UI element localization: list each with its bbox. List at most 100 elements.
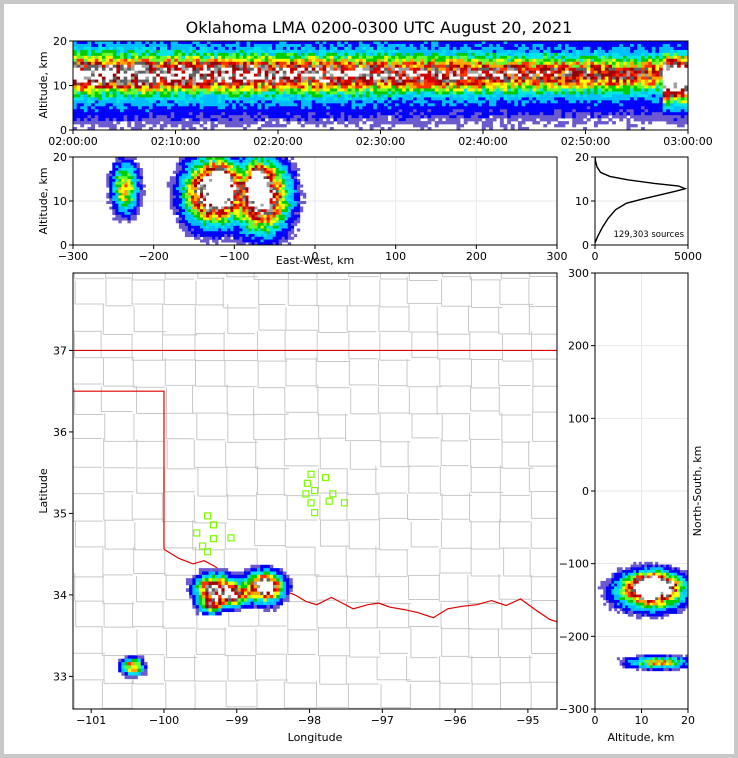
time-altitude-cell (420, 91, 425, 95)
time-altitude-cell (626, 73, 631, 77)
time-altitude-cell (199, 73, 204, 77)
time-altitude-cell (568, 103, 573, 107)
time-altitude-cell (221, 82, 226, 86)
time-altitude-cell (517, 103, 522, 107)
time-altitude-cell (575, 52, 580, 57)
time-altitude-cell (575, 43, 580, 48)
time-altitude-cell (651, 94, 656, 98)
time-altitude-cell (510, 41, 515, 45)
time-altitude-cell (586, 88, 591, 92)
time-altitude-cell (648, 94, 653, 98)
time-altitude-cell (308, 41, 313, 45)
time-altitude-cell (640, 85, 645, 89)
time-altitude-cell (416, 103, 421, 107)
time-altitude-cell (217, 115, 222, 119)
time-altitude-cell (141, 106, 146, 110)
time-altitude-cell (608, 100, 613, 104)
time-altitude-cell (489, 79, 493, 83)
time-altitude-cell (449, 70, 454, 74)
time-altitude-cell (615, 112, 620, 116)
time-altitude-cell (235, 124, 240, 128)
time-altitude-cell (655, 97, 660, 101)
time-altitude-cell (387, 67, 392, 71)
time-altitude-cell (163, 106, 168, 110)
time-altitude-cell (431, 91, 436, 95)
time-altitude-cell (579, 55, 584, 60)
time-altitude-cell (557, 43, 562, 48)
time-altitude-cell (640, 115, 645, 119)
time-altitude-cell (640, 46, 645, 51)
time-altitude-cell (268, 73, 273, 77)
time-altitude-cell (684, 49, 688, 54)
time-altitude-cell (76, 58, 81, 63)
time-altitude-cell (174, 124, 179, 128)
time-altitude-cell (525, 79, 530, 83)
time-altitude-cell (94, 55, 99, 60)
time-altitude-cell (423, 64, 428, 68)
time-altitude-cell (109, 115, 114, 119)
time-altitude-cell (221, 106, 226, 110)
time-altitude-cell (532, 85, 537, 89)
time-altitude-cell (138, 127, 143, 130)
time-altitude-cell (568, 94, 573, 98)
time-altitude-cell (261, 61, 266, 66)
time-altitude-cell (579, 82, 584, 86)
time-altitude-cell (257, 70, 262, 74)
time-altitude-cell (557, 46, 562, 51)
time-altitude-cell (394, 41, 399, 45)
time-altitude-cell (105, 49, 110, 54)
time-altitude-cell (112, 127, 117, 130)
time-altitude-cell (387, 73, 392, 77)
time-altitude-cell (557, 58, 562, 63)
time-altitude-cell (253, 58, 258, 63)
time-altitude-cell (300, 91, 305, 95)
time-altitude-cell (347, 46, 352, 51)
time-altitude-cell (138, 46, 143, 51)
time-altitude-cell (460, 88, 465, 92)
time-altitude-cell (163, 112, 168, 116)
time-altitude-cell (622, 64, 627, 68)
time-altitude-cell (282, 61, 287, 66)
time-altitude-cell (630, 64, 635, 68)
time-altitude-cell (380, 94, 385, 98)
time-altitude-cell (648, 46, 653, 51)
time-altitude-cell (304, 73, 309, 77)
time-altitude-cell (279, 70, 284, 74)
time-altitude-cell (228, 91, 233, 95)
time-altitude-cell (217, 94, 222, 98)
time-altitude-cell (434, 103, 439, 107)
time-altitude-cell (590, 88, 595, 92)
time-altitude-cell (470, 46, 475, 51)
time-altitude-cell (550, 41, 555, 45)
time-altitude-cell (221, 109, 226, 113)
time-altitude-cell (344, 112, 349, 116)
time-altitude-cell (282, 94, 287, 98)
ew-altitude-cell (127, 195, 131, 199)
ew-altitude-cell (133, 157, 137, 161)
time-altitude-cell (409, 91, 414, 95)
time-altitude-cell (217, 100, 222, 104)
time-altitude-cell (355, 124, 360, 128)
time-altitude-cell (405, 64, 410, 68)
ew-altitude-cell (127, 192, 131, 196)
time-altitude-cell (536, 100, 540, 104)
time-altitude-cell (452, 49, 457, 54)
time-altitude-cell (362, 41, 367, 45)
time-altitude-cell (257, 76, 262, 80)
time-altitude-cell (329, 94, 334, 98)
time-altitude-cell (478, 52, 483, 57)
time-altitude-cell (138, 70, 143, 74)
time-altitude-cell (565, 58, 569, 63)
ew-altitude-cell (130, 181, 134, 185)
time-altitude-cell (438, 55, 443, 60)
time-altitude-cell (145, 103, 150, 107)
time-altitude-cell (98, 109, 103, 113)
time-altitude-cell (586, 106, 591, 110)
time-altitude-cell (662, 112, 667, 116)
time-altitude-cell (351, 85, 356, 89)
time-altitude-cell (101, 46, 106, 51)
time-altitude-cell (152, 64, 157, 68)
time-altitude-cell (427, 67, 432, 71)
time-altitude-cell (416, 73, 421, 77)
time-altitude-cell (275, 70, 280, 74)
